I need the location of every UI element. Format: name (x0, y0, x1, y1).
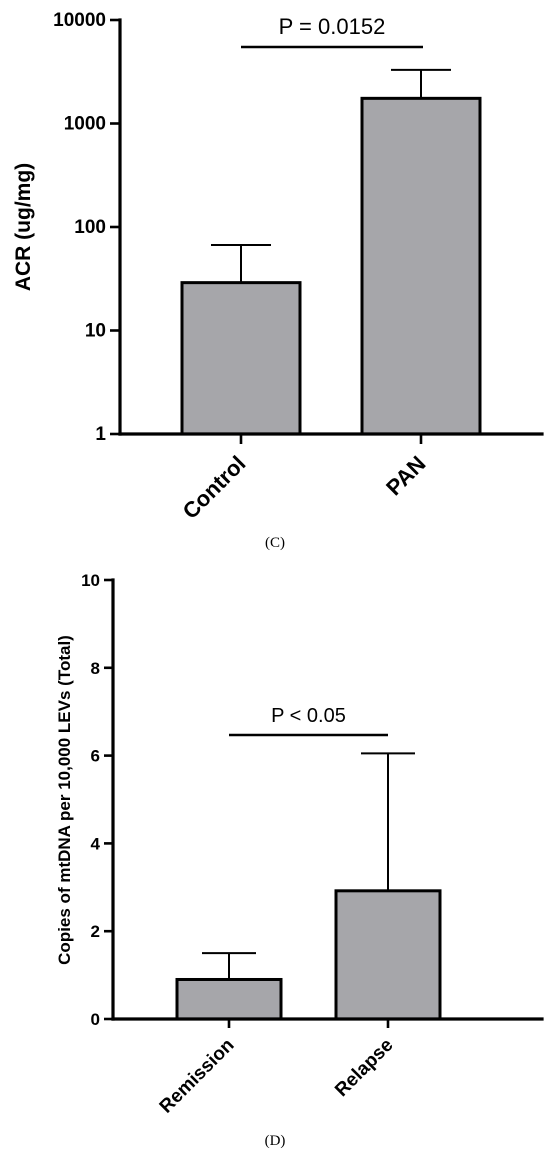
x-tick-label-control: Control (178, 451, 251, 524)
y-tick-label: 6 (91, 747, 100, 766)
y-tick-label: 1 (95, 424, 106, 445)
y-tick-label: 2 (91, 922, 100, 941)
chart-panel-c: Control PAN 1 10 100 1000 10000 ACR (ug/mg) P = … (12, 10, 544, 551)
chart-panel-d: Remission Relapse 0 2 4 6 8 10 Copies of mtDNA p… (55, 571, 544, 1149)
x-tick-label-remission: Remission (156, 1035, 239, 1118)
y-tick-label: 10 (85, 321, 106, 342)
bar-relapse (334, 889, 442, 1021)
y-tick-label: 0 (91, 1010, 100, 1029)
significance-label: P < 0.05 (271, 705, 346, 727)
panel-caption: (D) (265, 1133, 286, 1149)
y-tick-label: 4 (91, 834, 101, 853)
bar-control (180, 281, 302, 436)
panel-caption: (C) (265, 535, 285, 551)
y-tick-label: 10 (81, 571, 100, 590)
y-tick-label: 8 (91, 659, 100, 678)
x-tick-label-pan: PAN (381, 451, 430, 500)
bar-pan (360, 96, 482, 436)
y-axis-title: ACR (ug/mg) (12, 163, 35, 291)
bar-remission (175, 977, 283, 1021)
y-axis-title: Copies of mtDNA per 10,000 LEVs (Total) (55, 635, 74, 965)
significance-label: P = 0.0152 (279, 14, 386, 39)
y-tick-label: 10000 (53, 10, 106, 31)
y-tick-label: 100 (74, 217, 106, 238)
x-tick-label-relapse: Relapse (331, 1035, 397, 1101)
y-tick-label: 1000 (64, 114, 106, 135)
